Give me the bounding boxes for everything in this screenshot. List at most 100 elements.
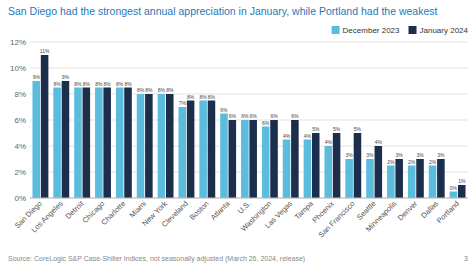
data-label: 4% <box>325 139 333 145</box>
bar <box>437 159 445 198</box>
data-label: 8% <box>137 87 145 93</box>
data-label: 6% <box>262 120 270 126</box>
bar <box>429 166 437 199</box>
legend-swatch <box>332 26 340 34</box>
bar <box>395 159 403 198</box>
bar <box>375 146 383 198</box>
grid-line <box>30 42 468 43</box>
data-label: 8% <box>74 81 82 87</box>
bar <box>178 107 186 198</box>
x-tick-label: Boston <box>188 199 211 222</box>
data-label: 6% <box>291 113 299 119</box>
data-label: 4% <box>283 133 291 139</box>
bar <box>124 88 132 199</box>
bar <box>387 166 395 199</box>
y-tick-label: 10% <box>10 64 26 73</box>
data-label: 3% <box>345 152 353 158</box>
bar <box>458 185 466 198</box>
data-label: 8% <box>83 81 91 87</box>
bar <box>366 159 374 198</box>
bar <box>41 55 49 198</box>
bar <box>187 101 195 199</box>
bar <box>137 94 145 198</box>
data-label: 2% <box>429 159 437 165</box>
data-label: 6% <box>270 113 278 119</box>
bar <box>103 88 111 199</box>
bar <box>62 81 70 198</box>
source: Source: CoreLogic S&P Case-Shiller Indic… <box>8 255 305 263</box>
grid-line <box>30 198 468 199</box>
data-label: 8% <box>53 81 61 87</box>
y-tick-label: 6% <box>14 116 26 125</box>
data-label: 11% <box>40 48 50 54</box>
x-tick-label: Atlanta <box>209 198 232 221</box>
bar <box>270 120 278 198</box>
bar <box>220 114 228 199</box>
data-label: 5% <box>354 126 362 132</box>
bar <box>249 120 257 198</box>
y-tick-label: 2% <box>14 168 26 177</box>
data-label: 1% <box>458 178 466 184</box>
data-label: 8% <box>208 94 216 100</box>
bar <box>116 88 124 199</box>
data-label: 3% <box>396 152 404 158</box>
data-label: 8% <box>145 87 153 93</box>
y-tick-label: 4% <box>14 142 26 151</box>
data-label: 5% <box>312 126 320 132</box>
bar <box>145 94 153 198</box>
legend-label: December 2023 <box>343 26 400 35</box>
y-tick-label: 0% <box>14 194 26 203</box>
bar <box>241 120 249 198</box>
data-label: 4% <box>304 133 312 139</box>
bar <box>283 140 291 199</box>
bar <box>450 192 458 199</box>
bar <box>95 88 103 199</box>
bar <box>32 81 40 198</box>
chart: San Diego had the strongest annual appre… <box>0 0 474 266</box>
data-label: 6% <box>241 113 249 119</box>
x-tick-label: Las Vegas <box>263 199 294 230</box>
bar <box>74 88 82 199</box>
x-tick-label: Portland <box>435 199 461 225</box>
y-tick-label: 12% <box>10 38 26 47</box>
data-label: 5% <box>333 126 341 132</box>
data-label: 6% <box>250 113 258 119</box>
x-tick-label: Denver <box>396 199 420 223</box>
bar <box>324 146 332 198</box>
data-labels: 9%8%8%8%8%8%8%7%8%6%6%6%4%4%4%3%3%2%2%2%… <box>33 48 466 191</box>
data-label: 7% <box>179 100 187 106</box>
x-tick-label: Los Angeles <box>29 199 64 234</box>
data-label: 8% <box>124 81 132 87</box>
x-tick-label: Minneapolis <box>364 199 399 234</box>
bar <box>199 101 207 199</box>
data-label: 2% <box>387 159 395 165</box>
data-label: 0% <box>450 185 458 191</box>
x-tick-label: U.S. <box>236 199 253 216</box>
data-label: 9% <box>62 74 70 80</box>
data-label: 4% <box>375 139 383 145</box>
data-label: 9% <box>33 74 41 80</box>
data-label: 8% <box>199 94 207 100</box>
data-label: 6% <box>220 107 228 113</box>
data-label: 8% <box>166 87 174 93</box>
data-label: 6% <box>229 113 237 119</box>
x-axis-line <box>30 198 468 199</box>
bar <box>83 88 91 199</box>
bar <box>158 94 166 198</box>
data-label: 8% <box>158 87 166 93</box>
bar <box>416 159 424 198</box>
title: San Diego had the strongest annual appre… <box>8 5 438 17</box>
bar <box>304 140 312 199</box>
bars <box>32 55 465 198</box>
bar <box>354 133 362 198</box>
legend-label: January 2024 <box>420 26 469 35</box>
data-label: 2% <box>408 159 416 165</box>
bar <box>262 127 270 199</box>
data-label: 8% <box>104 81 112 87</box>
x-tick-label: San Francisco <box>316 199 356 239</box>
bar <box>333 133 341 198</box>
data-label: 3% <box>366 152 374 158</box>
data-label: 3% <box>416 152 424 158</box>
bar <box>345 159 353 198</box>
bar <box>166 94 174 198</box>
